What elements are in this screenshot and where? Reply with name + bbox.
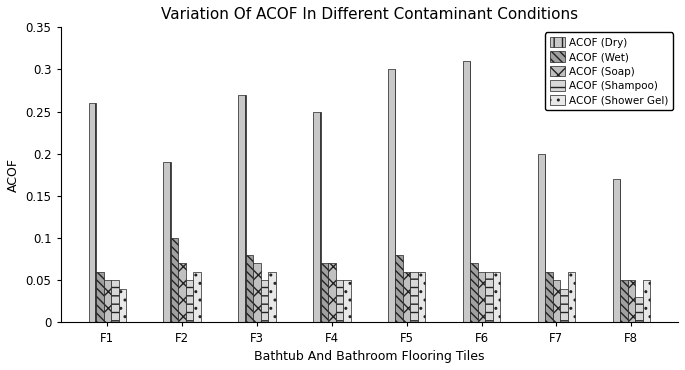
Bar <box>111 280 119 323</box>
Bar <box>418 272 425 323</box>
Bar <box>321 263 328 323</box>
Bar <box>164 162 171 323</box>
Bar <box>88 103 96 323</box>
Title: Variation Of ACOF In Different Contaminant Conditions: Variation Of ACOF In Different Contamina… <box>161 7 578 22</box>
Bar <box>410 272 418 323</box>
Bar <box>493 272 500 323</box>
Bar <box>620 280 627 323</box>
Y-axis label: ACOF: ACOF <box>7 158 20 192</box>
Bar <box>395 255 403 323</box>
Bar <box>627 280 635 323</box>
Bar <box>238 95 246 323</box>
Bar <box>635 297 643 323</box>
Bar <box>553 280 560 323</box>
Bar <box>336 280 343 323</box>
Bar <box>612 179 620 323</box>
Bar <box>186 280 193 323</box>
Bar <box>545 272 553 323</box>
Bar <box>538 154 545 323</box>
Bar <box>471 263 478 323</box>
Bar <box>171 238 178 323</box>
Bar <box>643 280 650 323</box>
Bar <box>261 280 269 323</box>
Bar <box>178 263 186 323</box>
Bar <box>560 289 568 323</box>
Bar <box>343 280 351 323</box>
Bar <box>403 272 410 323</box>
Bar <box>478 272 485 323</box>
Bar <box>269 272 276 323</box>
X-axis label: Bathtub And Bathroom Flooring Tiles: Bathtub And Bathroom Flooring Tiles <box>254 350 484 363</box>
Bar <box>253 263 261 323</box>
Legend: ACOF (Dry), ACOF (Wet), ACOF (Soap), ACOF (Shampoo), ACOF (Shower Gel): ACOF (Dry), ACOF (Wet), ACOF (Soap), ACO… <box>545 33 673 110</box>
Bar <box>246 255 253 323</box>
Bar <box>313 112 321 323</box>
Bar <box>119 289 126 323</box>
Bar <box>193 272 201 323</box>
Bar <box>96 272 103 323</box>
Bar <box>328 263 336 323</box>
Bar <box>388 70 395 323</box>
Bar <box>485 272 493 323</box>
Bar <box>103 280 111 323</box>
Bar <box>463 61 471 323</box>
Bar <box>568 272 575 323</box>
